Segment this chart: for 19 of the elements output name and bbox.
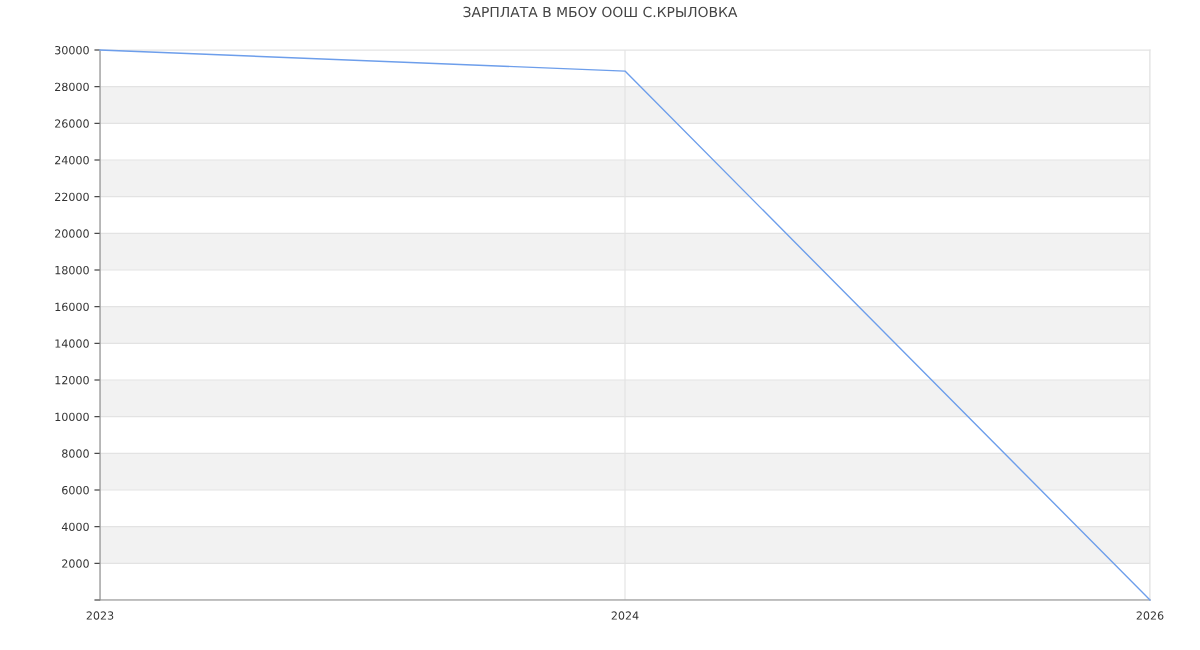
x-tick-label: 2026	[1136, 611, 1164, 620]
x-tick-label: 2024	[611, 611, 639, 620]
chart-title: ЗАРПЛАТА В МБОУ ООШ С.КРЫЛОВКА	[463, 6, 738, 18]
y-tick-label: 16000	[55, 302, 89, 312]
y-tick-label: 24000	[55, 155, 89, 165]
y-tick-label: 26000	[55, 119, 89, 128]
y-tick-label: 8000	[62, 449, 89, 458]
y-tick-label: 20000	[55, 229, 89, 238]
y-tick-label: 28000	[55, 82, 89, 92]
y-tick-label: 22000	[55, 192, 89, 202]
y-tick-label: 30000	[55, 45, 89, 55]
y-tick-label: 4000	[61, 522, 89, 532]
y-tick-label: 2000	[62, 559, 89, 568]
x-tick-label: 2023	[86, 611, 114, 620]
y-tick-label: 6000	[62, 485, 89, 495]
y-tick-label: 14000	[55, 339, 89, 348]
y-tick-label: 10000	[55, 412, 89, 422]
y-tick-label: 18000	[55, 265, 89, 275]
y-tick-label: 12000	[55, 375, 89, 385]
